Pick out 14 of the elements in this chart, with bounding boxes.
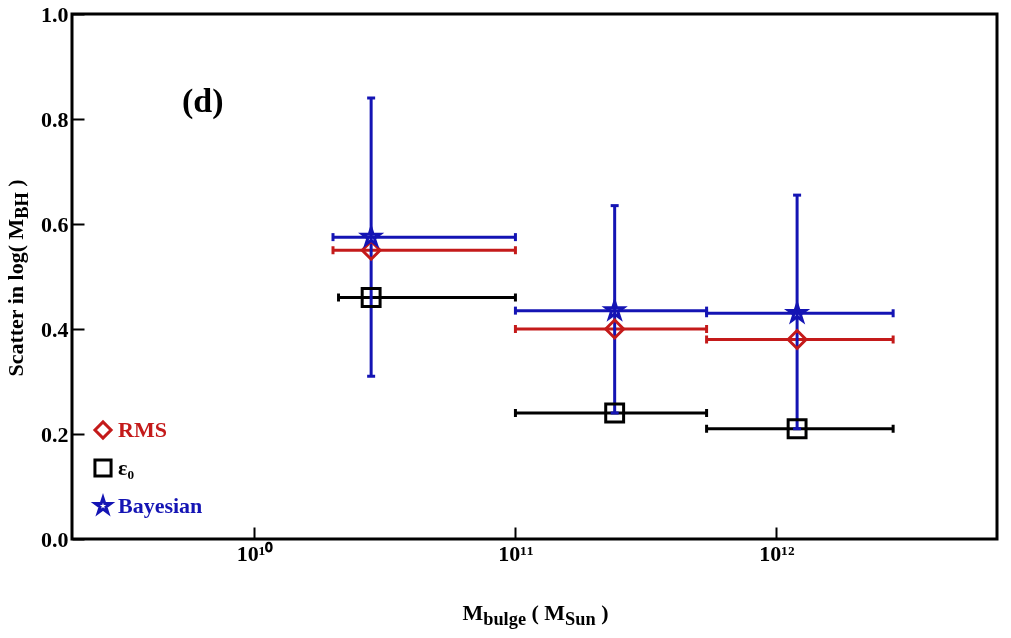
y-tick-label: 0.6 (41, 211, 69, 237)
legend-label: RMS (118, 417, 167, 442)
x-axis-title: M$_{bulge}$ ( M$_{Sun}$ ) (461, 600, 610, 631)
legend-label: ε₀ (118, 455, 135, 480)
y-tick-label: 0.4 (41, 316, 69, 342)
legend-label: Bayesian (118, 493, 203, 518)
y-tick-label: 0.2 (41, 421, 69, 447)
annotation: (d) (182, 82, 224, 120)
y-tick-label: 0.8 (41, 106, 69, 132)
y-tick-label: 0.0 (41, 526, 69, 552)
x-tick-label: 10¹¹ (498, 540, 534, 566)
x-tick-label: 10¹² (759, 540, 795, 566)
y-tick-label: 1.0 (41, 1, 69, 27)
x-tick-label: 10¹⁰ (236, 540, 274, 566)
